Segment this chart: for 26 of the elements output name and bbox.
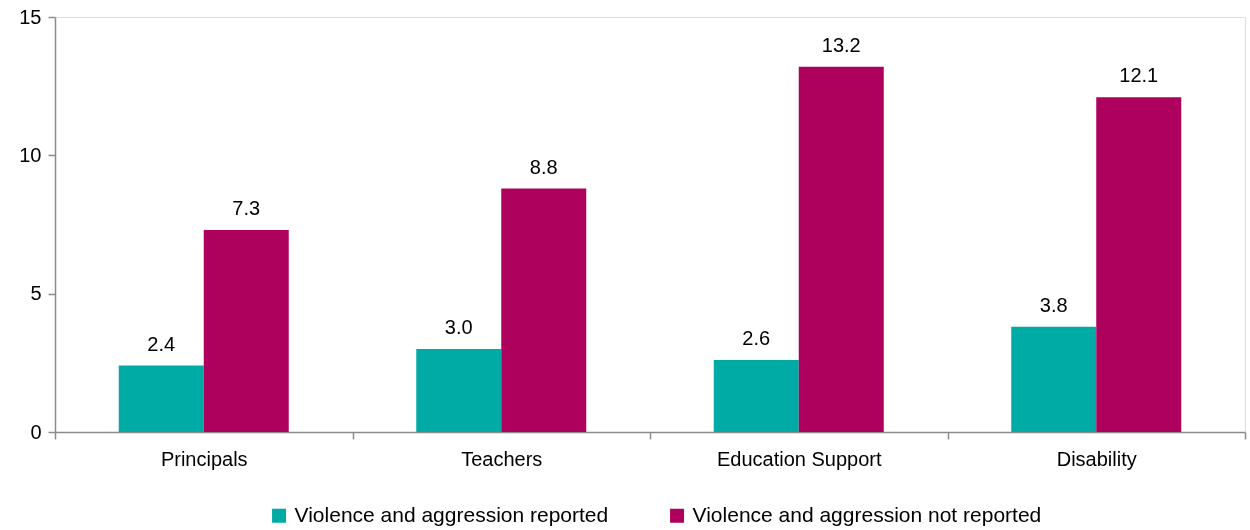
data-label: 2.4 [147,332,176,355]
data-label: 13.2 [821,33,861,56]
legend-label: Violence and aggression reported [294,502,609,526]
x-tick-label: Education Support [716,447,882,470]
bar [1096,97,1182,432]
y-tick-label: 5 [30,282,42,305]
x-tick-label: Disability [1056,447,1137,470]
data-label: 3.8 [1039,293,1068,316]
data-label: 2.6 [742,327,771,350]
bar [1011,326,1097,432]
y-tick-label: 0 [30,420,42,443]
x-tick-label: Principals [160,447,248,470]
data-label: 7.3 [232,197,261,220]
bar [416,349,502,432]
bar [713,360,799,432]
y-tick-label: 10 [19,143,42,166]
data-label: 12.1 [1119,64,1159,87]
data-label: 8.8 [529,155,558,178]
bar [501,188,587,432]
bar [118,365,204,432]
legend-label: Violence and aggression not reported [692,502,1042,526]
x-tick-label: Teachers [461,447,543,470]
bar [203,230,289,432]
bar [798,66,884,432]
data-label: 3.0 [444,316,473,338]
y-tick-label: 15 [19,5,42,28]
